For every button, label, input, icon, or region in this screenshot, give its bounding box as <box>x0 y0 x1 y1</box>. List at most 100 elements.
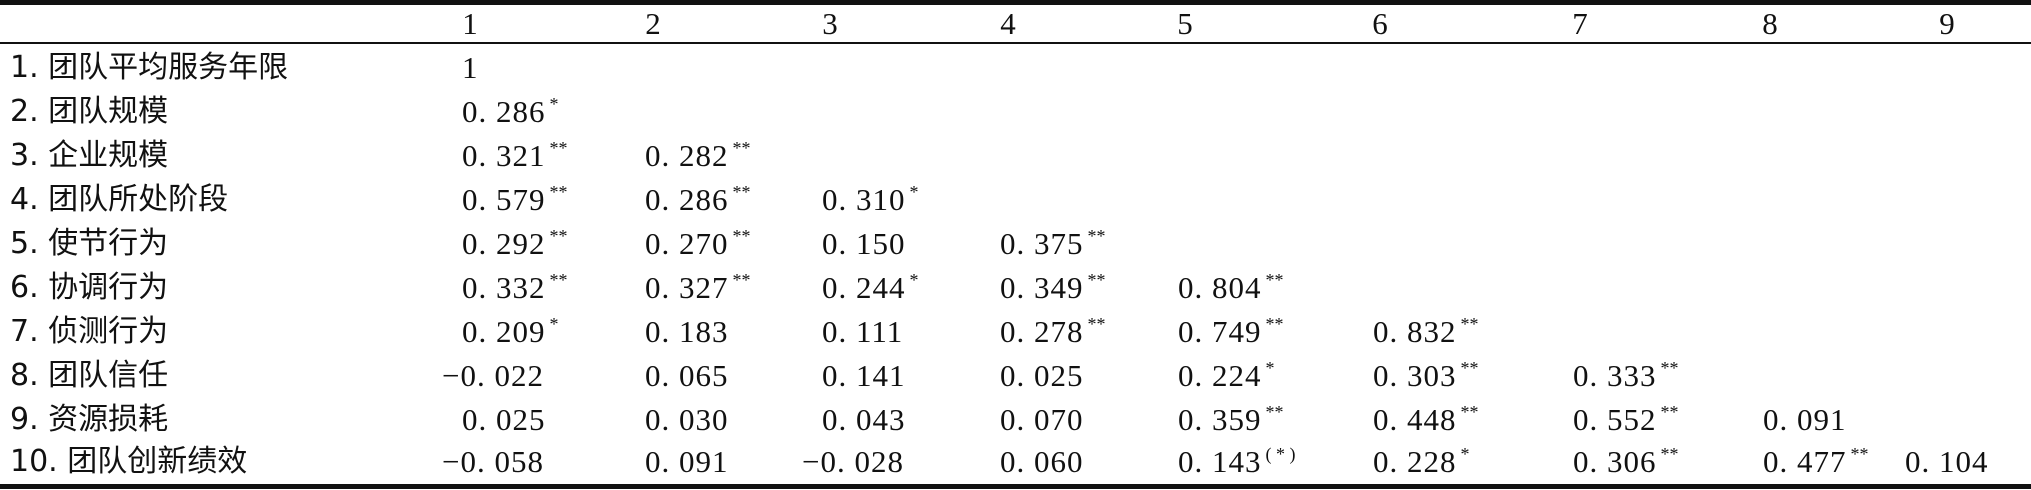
cell-value: 0. 143 <box>1178 444 1262 479</box>
cell-value: 0. 448 <box>1373 402 1457 437</box>
table-cell: 0. 224 * <box>1178 354 1275 398</box>
significance-marker: ** <box>732 270 751 290</box>
cell-value: 0. 228 <box>1373 444 1457 479</box>
table-cell: 0. 448 ** <box>1373 398 1479 442</box>
table-cell: 0. 282 ** <box>645 134 751 178</box>
table-cell: 0. 749 ** <box>1178 310 1284 354</box>
table-cell: 0. 150 <box>822 222 906 266</box>
row-label: 9. 资源损耗 <box>10 402 169 437</box>
cell-value: −0. 028 <box>802 444 904 479</box>
table-cell: 0. 228 * <box>1373 440 1470 484</box>
cell-value: 0. 332 <box>462 270 546 305</box>
significance-marker: ** <box>1850 444 1869 464</box>
col-header: 1 <box>462 6 478 41</box>
table-cell: 1 <box>462 46 479 90</box>
significance-marker: ** <box>732 226 751 246</box>
row-label: 3. 企业规模 <box>10 138 169 173</box>
cell-value: 0. 282 <box>645 138 729 173</box>
table-row: 4. 团队所处阶段 0. 579 ** 0. 286 ** 0. 310 * <box>0 178 2031 222</box>
table-cell: 0. 070 <box>1000 398 1084 442</box>
significance-marker: ** <box>732 138 751 158</box>
significance-marker: ** <box>1460 314 1479 334</box>
cell-value: 0. 286 <box>462 94 546 129</box>
cell-value: 0. 804 <box>1178 270 1262 305</box>
table-cell: 0. 278 ** <box>1000 310 1106 354</box>
table-cell: −0. 022 <box>442 354 544 398</box>
table-row: 8. 团队信任 −0. 022 0. 065 0. 141 0. 025 0. 224 * 0… <box>0 354 2031 398</box>
significance-marker: ** <box>549 182 568 202</box>
significance-marker: * <box>1460 444 1470 464</box>
table-cell: 0. 025 <box>462 398 546 442</box>
table-cell: 0. 832 ** <box>1373 310 1479 354</box>
table-cell: 0. 060 <box>1000 440 1084 484</box>
col-header: 5 <box>1177 6 1193 41</box>
significance-marker: ** <box>1460 358 1479 378</box>
row-label: 8. 团队信任 <box>10 358 169 393</box>
row-label: 10. 团队创新绩效 <box>10 444 248 479</box>
cell-value: 0. 477 <box>1763 444 1847 479</box>
table-cell: 0. 270 ** <box>645 222 751 266</box>
table-cell: 0. 025 <box>1000 354 1084 398</box>
table-cell: 0. 143( * ) <box>1178 440 1296 484</box>
significance-marker: ** <box>1660 402 1679 422</box>
table-cell: 0. 321 ** <box>462 134 568 178</box>
significance-marker: * <box>549 314 559 334</box>
table-cell: 0. 303 ** <box>1373 354 1479 398</box>
table-cell: 0. 349 ** <box>1000 266 1106 310</box>
col-header: 7 <box>1572 6 1588 41</box>
table-cell: 0. 579 ** <box>462 178 568 222</box>
table-header-rule <box>0 42 2031 44</box>
cell-value: 0. 070 <box>1000 402 1084 437</box>
cell-value: 0. 278 <box>1000 314 1084 349</box>
cell-value: 0. 552 <box>1573 402 1657 437</box>
cell-value: 0. 104 <box>1905 444 1989 479</box>
cell-value: 0. 303 <box>1373 358 1457 393</box>
table-cell: 0. 477 ** <box>1763 440 1869 484</box>
significance-marker: * <box>549 94 559 114</box>
col-header: 2 <box>645 6 661 41</box>
table-cell: 0. 804 ** <box>1178 266 1284 310</box>
cell-value: 0. 091 <box>1763 402 1847 437</box>
cell-value: 0. 060 <box>1000 444 1084 479</box>
cell-value: 0. 025 <box>1000 358 1084 393</box>
table-row: 7. 侦测行为 0. 209 * 0. 183 0. 111 0. 278 ** 0. 749… <box>0 310 2031 354</box>
cell-value: 0. 091 <box>645 444 729 479</box>
row-label: 7. 侦测行为 <box>10 314 169 349</box>
significance-marker: ( * ) <box>1265 444 1296 464</box>
significance-marker: ** <box>549 270 568 290</box>
table-cell: −0. 028 <box>802 440 904 484</box>
cell-value: 0. 111 <box>822 314 904 349</box>
table-bottom-rule <box>0 484 2031 489</box>
table-cell: 0. 286 ** <box>645 178 751 222</box>
cell-value: 0. 310 <box>822 182 906 217</box>
cell-value: 0. 292 <box>462 226 546 261</box>
cell-value: 0. 183 <box>645 314 729 349</box>
table-cell: 0. 065 <box>645 354 729 398</box>
table-cell: 0. 327 ** <box>645 266 751 310</box>
cell-value: 0. 141 <box>822 358 906 393</box>
significance-marker: ** <box>1087 226 1106 246</box>
significance-marker: ** <box>549 226 568 246</box>
col-header: 6 <box>1372 6 1388 41</box>
significance-marker: ** <box>1087 270 1106 290</box>
cell-value: −0. 022 <box>442 358 544 393</box>
table-cell: 0. 244 * <box>822 266 919 310</box>
significance-marker: ** <box>732 182 751 202</box>
cell-value: 1 <box>462 50 479 85</box>
table-row: 5. 使节行为 0. 292 ** 0. 270 ** 0. 150 0. 375 ** <box>0 222 2031 266</box>
col-header: 3 <box>822 6 838 41</box>
table-row: 9. 资源损耗 0. 025 0. 030 0. 043 0. 070 0. 359 ** 0… <box>0 398 2031 442</box>
cell-value: 0. 244 <box>822 270 906 305</box>
table-cell: 0. 209 * <box>462 310 559 354</box>
table-cell: 0. 043 <box>822 398 906 442</box>
table-cell: 0. 183 <box>645 310 729 354</box>
cell-value: 0. 359 <box>1178 402 1262 437</box>
table-row: 1. 团队平均服务年限 1 <box>0 46 2031 90</box>
cell-value: 0. 150 <box>822 226 906 261</box>
table-cell: 0. 310 * <box>822 178 919 222</box>
table-cell: 0. 286 * <box>462 90 559 134</box>
table-top-rule <box>0 0 2031 5</box>
cell-value: 0. 030 <box>645 402 729 437</box>
cell-value: 0. 286 <box>645 182 729 217</box>
